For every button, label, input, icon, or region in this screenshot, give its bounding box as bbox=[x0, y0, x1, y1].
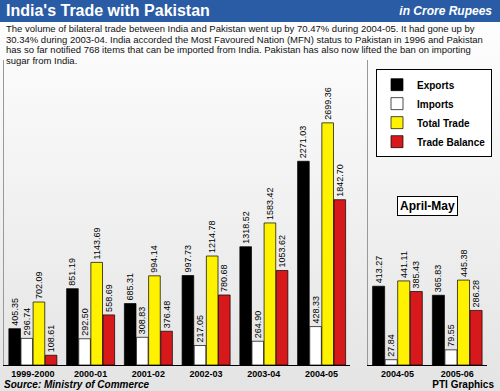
svg-text:851.19: 851.19 bbox=[67, 258, 77, 286]
svg-text:405.35: 405.35 bbox=[10, 298, 20, 326]
svg-text:1143.69: 1143.69 bbox=[92, 228, 102, 260]
svg-text:2004-05: 2004-05 bbox=[381, 369, 414, 379]
svg-text:445.38: 445.38 bbox=[459, 250, 469, 278]
svg-text:2002-03: 2002-03 bbox=[190, 369, 223, 379]
svg-text:296.74: 296.74 bbox=[22, 308, 32, 336]
svg-text:308.83: 308.83 bbox=[137, 307, 147, 335]
svg-text:385.43: 385.43 bbox=[411, 261, 421, 289]
html-text:PTI Graphics: PTI Graphics bbox=[432, 379, 494, 390]
svg-text:558.69: 558.69 bbox=[104, 284, 114, 312]
svg-text:428.33: 428.33 bbox=[311, 296, 321, 324]
svg-text:1583.42: 1583.42 bbox=[265, 187, 275, 220]
svg-text:2005-06: 2005-06 bbox=[441, 369, 474, 379]
svg-text:376.48: 376.48 bbox=[162, 301, 172, 329]
svg-text:2001-02: 2001-02 bbox=[132, 369, 165, 379]
svg-text:994.14: 994.14 bbox=[149, 245, 159, 273]
html-text:in Crore Rupees: in Crore Rupees bbox=[399, 4, 492, 18]
svg-text:108.61: 108.61 bbox=[46, 325, 56, 353]
svg-text:441.11: 441.11 bbox=[399, 251, 409, 278]
html-text:Source: Ministry of Commerce: Source: Ministry of Commerce bbox=[4, 379, 149, 390]
svg-text:286.28: 286.28 bbox=[471, 280, 481, 308]
svg-text:292.50: 292.50 bbox=[80, 308, 90, 336]
svg-text:1999-2000: 1999-2000 bbox=[11, 369, 54, 379]
svg-text:997.73: 997.73 bbox=[183, 245, 193, 273]
svg-text:413.27: 413.27 bbox=[374, 256, 384, 284]
svg-text:1214.78: 1214.78 bbox=[207, 220, 217, 253]
svg-text:1318.52: 1318.52 bbox=[241, 211, 251, 244]
svg-text:2271.03: 2271.03 bbox=[298, 126, 308, 159]
html-text:The volume of bilateral trade: The volume of bilateral trade between In… bbox=[6, 23, 483, 66]
svg-text:217.05: 217.05 bbox=[195, 315, 205, 343]
svg-text:2000-01: 2000-01 bbox=[74, 369, 107, 379]
svg-text:Total Trade: Total Trade bbox=[417, 118, 470, 129]
svg-text:2699.36: 2699.36 bbox=[323, 87, 333, 120]
svg-text:27.84: 27.84 bbox=[386, 334, 396, 357]
svg-text:685.31: 685.31 bbox=[125, 273, 135, 301]
html-text:India's Trade with Pakistan: India's Trade with Pakistan bbox=[6, 2, 210, 19]
svg-text:79.55: 79.55 bbox=[446, 324, 456, 347]
svg-text:Exports: Exports bbox=[417, 80, 455, 91]
svg-text:2004-05: 2004-05 bbox=[305, 369, 338, 379]
svg-text:April-May: April-May bbox=[400, 199, 455, 213]
svg-text:Trade Balance: Trade Balance bbox=[417, 137, 485, 148]
svg-text:702.09: 702.09 bbox=[34, 271, 44, 299]
svg-text:1842.70: 1842.70 bbox=[335, 164, 345, 197]
svg-text:365.83: 365.83 bbox=[433, 265, 443, 293]
svg-text:1053.62: 1053.62 bbox=[277, 235, 287, 268]
svg-text:780.68: 780.68 bbox=[219, 264, 229, 292]
svg-text:Imports: Imports bbox=[417, 99, 454, 110]
svg-text:2003-04: 2003-04 bbox=[247, 369, 280, 379]
svg-text:264.90: 264.90 bbox=[253, 311, 263, 339]
